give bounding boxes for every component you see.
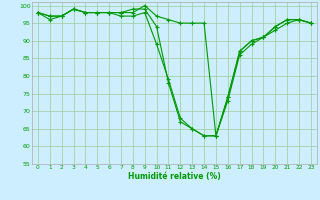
X-axis label: Humidité relative (%): Humidité relative (%) — [128, 172, 221, 181]
